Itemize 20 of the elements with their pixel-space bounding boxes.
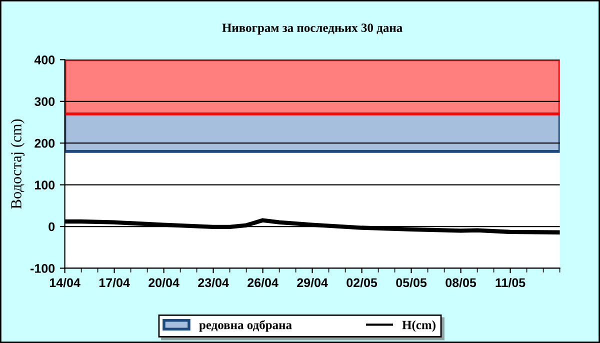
x-tick-label: 26/04 <box>248 278 278 288</box>
y-tick-label: 200 <box>34 138 55 148</box>
x-tick-label: 14/04 <box>50 278 80 288</box>
chart-title: Нивограм за последњих 30 дана <box>222 24 402 35</box>
y-tick-label: -100 <box>30 264 55 273</box>
x-tick-label: 23/04 <box>198 278 229 288</box>
x-tick-label: 20/04 <box>148 278 180 288</box>
x-tick-label: 17/04 <box>99 278 130 288</box>
y-axis-title: Водостај (cm) <box>10 119 25 209</box>
y-tick-label: 300 <box>34 97 55 106</box>
x-tick-label: 08/05 <box>446 278 476 288</box>
legend-label: редовна одбрана <box>199 320 292 332</box>
x-tick-label: 29/04 <box>297 278 328 288</box>
x-tick-label: 05/05 <box>396 278 427 288</box>
y-tick-label: 0 <box>48 222 55 232</box>
x-tick-label: 11/05 <box>496 278 526 288</box>
y-tick-label: 100 <box>35 180 55 190</box>
legend-label: H(cm) <box>402 320 436 332</box>
y-tick-label: 400 <box>34 55 55 64</box>
x-tick-label: 02/05 <box>346 278 378 288</box>
